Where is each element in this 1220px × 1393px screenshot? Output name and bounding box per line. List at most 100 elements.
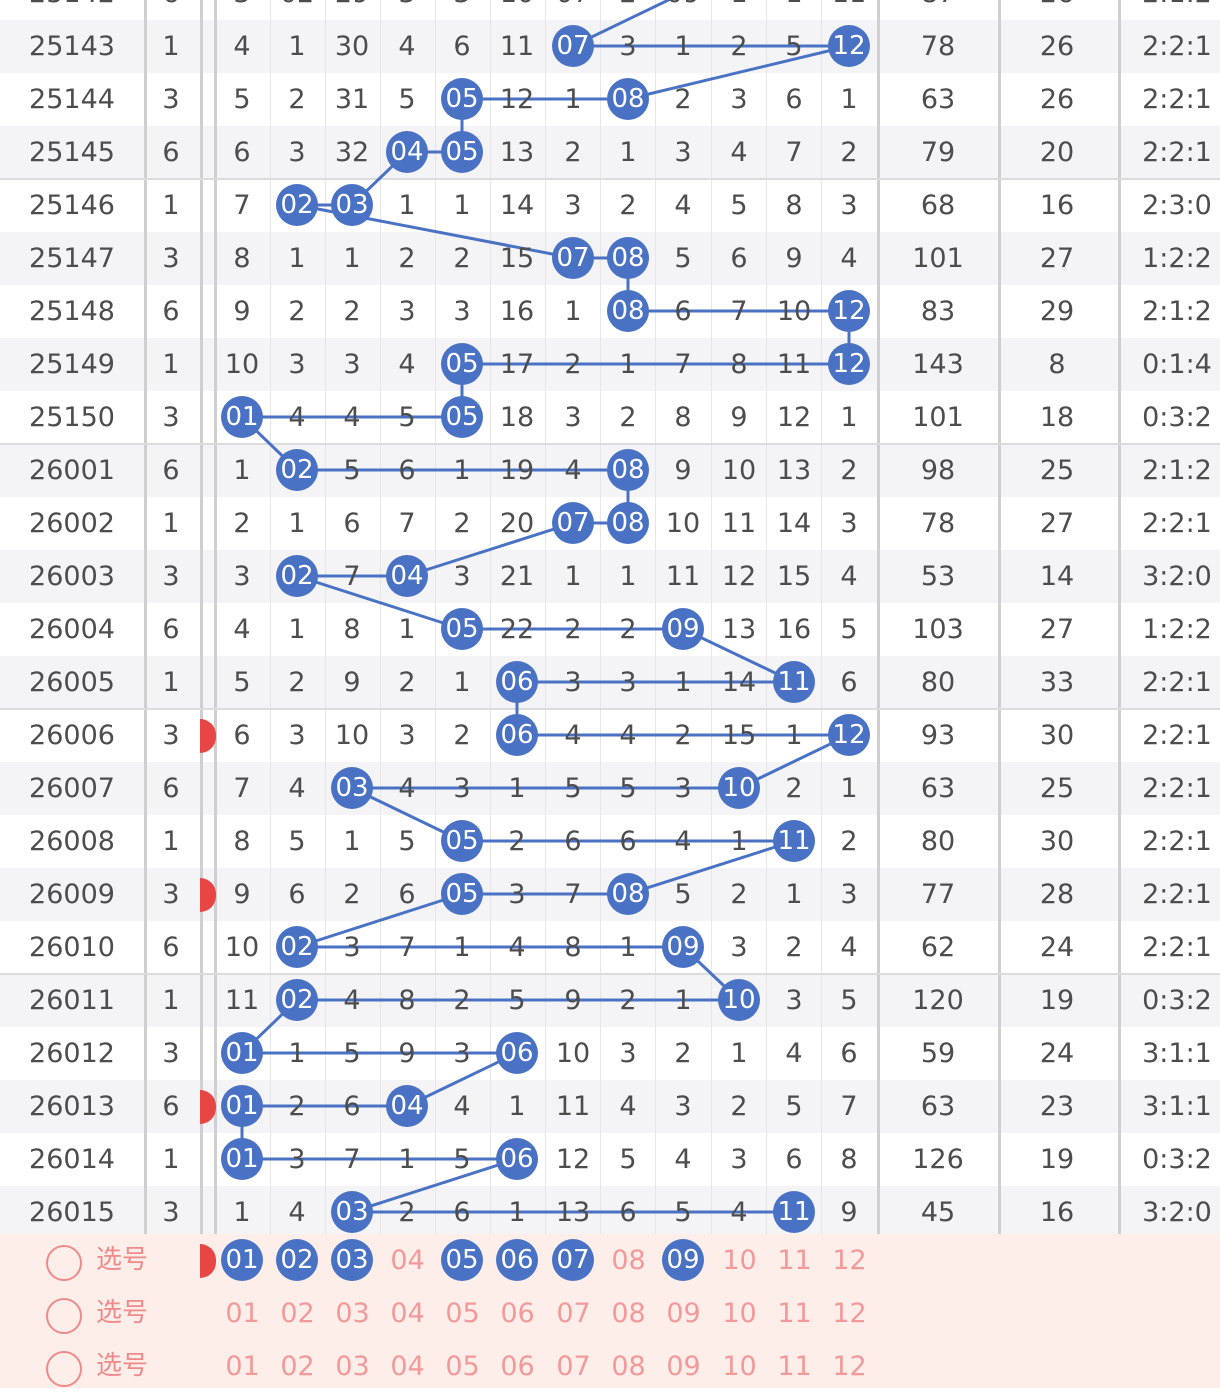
drawn-number-ball: 01 [221, 1085, 263, 1127]
select-radio-1[interactable] [46, 1245, 82, 1281]
picker-number[interactable]: 12 [832, 1245, 867, 1276]
ratio-value: 0:3:2 [1142, 1144, 1212, 1175]
span-value: 30 [1039, 826, 1075, 857]
picker-number[interactable]: 04 [390, 1298, 425, 1329]
drawn-number-ball: 05 [441, 820, 483, 862]
omission-cell: 15 [499, 243, 535, 274]
omission-cell: 6 [840, 667, 858, 698]
issue-mod-value: 3 [162, 402, 180, 433]
omission-cell: 1 [453, 667, 471, 698]
omission-cell: 5 [288, 826, 306, 857]
omission-cell: 3 [564, 190, 582, 221]
picker-number[interactable]: 06 [500, 1351, 535, 1382]
picker-number[interactable]: 05 [445, 1351, 480, 1382]
picker-ball-selected[interactable]: 03 [331, 1239, 373, 1281]
select-radio-2[interactable] [46, 1298, 82, 1334]
picker-number[interactable]: 10 [722, 1351, 757, 1382]
omission-cell: 7 [343, 1144, 361, 1175]
picker-number[interactable]: 09 [666, 1298, 701, 1329]
picker-number[interactable]: 08 [611, 1351, 646, 1382]
omission-cell: 2 [785, 932, 803, 963]
omission-cell: 9 [840, 1197, 858, 1228]
picker-number[interactable]: 11 [777, 1298, 812, 1329]
omission-cell: 3 [288, 137, 306, 168]
issue-mod-value: 6 [162, 614, 180, 645]
omission-cell: 13 [721, 614, 757, 645]
picker-number[interactable]: 03 [335, 1351, 370, 1382]
ratio-value: 2:1:2 [1127, 0, 1220, 20]
omission-cell: 13 [555, 1197, 591, 1228]
sum-value: 63 [920, 1091, 956, 1122]
sum-value: 62 [920, 932, 956, 963]
red-marker [200, 1244, 216, 1278]
omission-cell: 1 [453, 932, 471, 963]
picker-number[interactable]: 04 [390, 1351, 425, 1382]
ratio-value: 2:2:1 [1142, 773, 1212, 804]
omission-cell: 5 [508, 985, 526, 1016]
omission-cell: 2 [619, 190, 637, 221]
omission-cell: 3 [453, 773, 471, 804]
ratio-value: 2:2:1 [1142, 84, 1212, 115]
picker-ball-selected[interactable]: 05 [441, 1239, 483, 1281]
picker-number[interactable]: 09 [666, 1351, 701, 1382]
select-radio-3[interactable] [46, 1351, 82, 1387]
omission-cell: 2 [453, 508, 471, 539]
trend-segment [296, 892, 463, 949]
omission-cell: 16 [776, 614, 812, 645]
column-divider [200, 0, 203, 1388]
omission-cell: 3 [343, 349, 361, 380]
picker-number[interactable]: 01 [225, 1351, 260, 1382]
picker-number[interactable]: 07 [556, 1298, 591, 1329]
omission-cell: 32 [334, 137, 370, 168]
picker-number[interactable]: 04 [390, 1245, 425, 1276]
picker-number[interactable]: 08 [611, 1298, 646, 1329]
picker-number[interactable]: 11 [777, 1351, 812, 1382]
picker-number[interactable]: 10 [722, 1245, 757, 1276]
omission-cell: 15 [721, 720, 757, 751]
red-marker [200, 878, 216, 912]
picker-number[interactable]: 02 [280, 1351, 315, 1382]
picker-number[interactable]: 03 [335, 1298, 370, 1329]
select-label-1[interactable]: 选号 [96, 1245, 149, 1275]
ratio-value: 3:2:0 [1142, 561, 1212, 592]
omission-cell: 8 [840, 1144, 858, 1175]
span-value: 26 [1039, 84, 1075, 115]
omission-cell: 2 [619, 985, 637, 1016]
omission-cell: 6 [840, 1038, 858, 1069]
picker-ball-selected[interactable]: 06 [496, 1239, 538, 1281]
picker-number[interactable]: 12 [832, 1298, 867, 1329]
picker-number[interactable]: 08 [611, 1245, 646, 1276]
ratio-value: 3:1:1 [1142, 1091, 1212, 1122]
picker-number[interactable]: 11 [777, 1245, 812, 1276]
picker-number[interactable]: 01 [225, 1298, 260, 1329]
picker-number[interactable]: 10 [722, 1298, 757, 1329]
number-cell: 09 [656, 0, 711, 20]
omission-cell: 6 [398, 879, 416, 910]
picker-ball-selected[interactable]: 09 [662, 1239, 704, 1281]
select-label-2[interactable]: 选号 [96, 1298, 149, 1328]
picker-number[interactable]: 12 [832, 1351, 867, 1382]
omission-cell: 2 [564, 137, 582, 168]
omission-cell: 3 [619, 667, 637, 698]
picker-ball-selected[interactable]: 01 [221, 1239, 263, 1281]
picker-number[interactable]: 05 [445, 1298, 480, 1329]
picker-number[interactable]: 07 [556, 1351, 591, 1382]
picker-number[interactable]: 06 [500, 1298, 535, 1329]
picker-number[interactable]: 02 [280, 1298, 315, 1329]
select-label-3[interactable]: 选号 [96, 1351, 149, 1381]
omission-cell: 2 [343, 296, 361, 327]
trend-segment [627, 839, 795, 896]
omission-cell: 4 [398, 349, 416, 380]
omission-cell: 1 [730, 826, 748, 857]
drawn-number-ball: 08 [607, 237, 649, 279]
omission-cell: 2 [730, 879, 748, 910]
drawn-number-ball: 12 [828, 25, 870, 67]
omission-cell: 4 [453, 1091, 471, 1122]
picker-ball-selected[interactable]: 02 [276, 1239, 318, 1281]
picker-ball-selected[interactable]: 07 [552, 1239, 594, 1281]
issue-number: 25149 [29, 349, 115, 380]
drawn-number-ball: 12 [828, 714, 870, 756]
span-value: 33 [1039, 667, 1075, 698]
omission-cell: 3 [564, 667, 582, 698]
